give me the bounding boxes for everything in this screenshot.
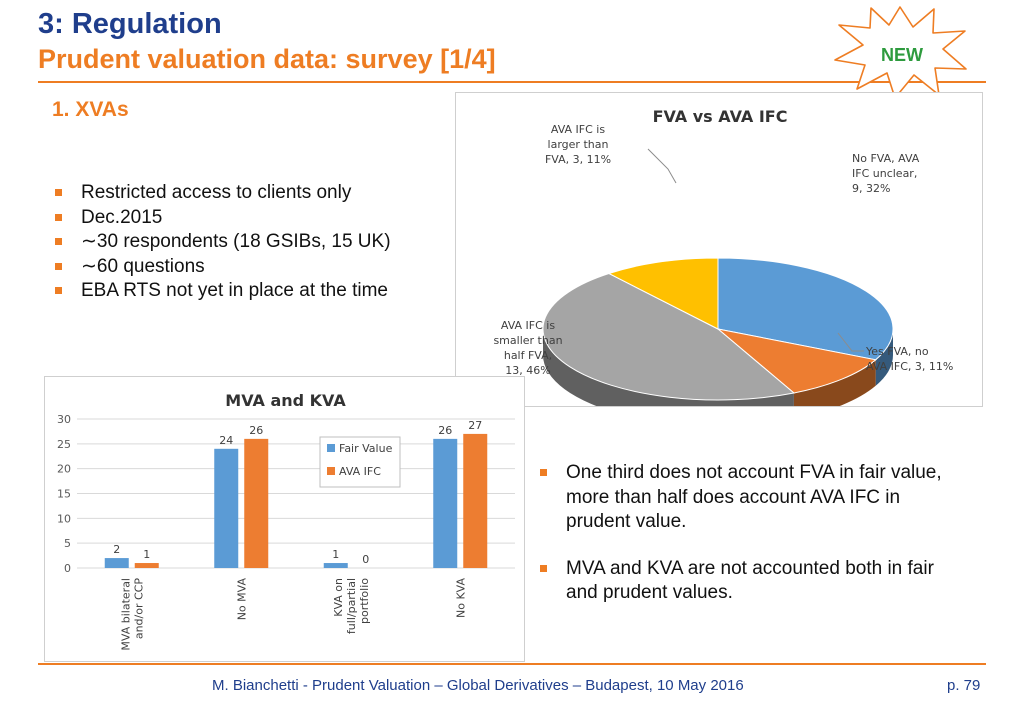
survey-bullet-list: Restricted access to clients only Dec.20… [53, 181, 391, 304]
y-tick-label: 20 [57, 463, 71, 476]
y-tick-label: 30 [57, 413, 71, 426]
y-tick-label: 15 [57, 488, 71, 501]
bar-chart-title: MVA and KVA [225, 391, 346, 410]
bar [214, 448, 239, 568]
bullet-item: EBA RTS not yet in place at the time [53, 279, 391, 304]
new-badge-label: NEW [881, 45, 923, 65]
pie-slice [717, 257, 894, 361]
legend-label: Fair Value [339, 442, 393, 455]
y-tick-label: 5 [64, 537, 71, 550]
bar-chart-panel: MVA and KVA 0 5 10 15 20 25 30 2 1 MVA bilaterala… [44, 376, 525, 662]
bullet-item: Dec.2015 [53, 206, 391, 231]
note-item: One third does not account FVA in fair v… [538, 461, 958, 535]
pie-slice [542, 272, 796, 401]
pie-slice-side [875, 329, 893, 386]
slide-title: 3: Regulation [38, 8, 222, 40]
slide-subtitle: Prudent valuation data: survey [1/4] [38, 44, 496, 74]
pie-slice-label: Yes FVA, no AVA IFC, 3, 11% [865, 345, 953, 373]
pie-chart-panel: FVA vs AVA IFC No FVA, AVA IFC unclear, 9,… [455, 92, 983, 407]
pie-chart: No FVA, AVA IFC unclear, 9, 32% Yes FVA, no… [493, 123, 953, 406]
bullet-item: ∼30 respondents (18 GSIBs, 15 UK) [53, 230, 391, 255]
y-tick-label: 25 [57, 438, 71, 451]
legend-swatch [327, 444, 335, 452]
bar-value-label: 1 [332, 548, 339, 561]
section-heading: 1. XVAs [52, 98, 129, 121]
bar [104, 558, 129, 568]
pie-leader-line [837, 332, 864, 352]
footer-text: M. Bianchetti - Prudent Valuation – Glob… [212, 677, 744, 694]
bullet-item: Restricted access to clients only [53, 181, 391, 206]
footer-divider [38, 663, 986, 665]
y-tick-label: 0 [64, 562, 71, 575]
new-badge: NEW [834, 6, 967, 99]
bar [323, 563, 348, 568]
pie-leader-line [647, 148, 677, 184]
x-category-label: No MVA [235, 578, 248, 621]
note-item: MVA and KVA are not accounted both in fa… [538, 557, 958, 606]
pie-slice [607, 257, 719, 330]
pie-slice-label: No FVA, AVA IFC unclear, 9, 32% [852, 152, 920, 195]
pie-slice-label: AVA IFC is smaller than half FVA, 13, 46% [493, 319, 562, 377]
legend-label: AVA IFC [339, 465, 381, 478]
pie-slice [716, 328, 877, 394]
x-category-label: No KVA [454, 578, 467, 618]
bar [463, 433, 488, 568]
bar-value-label: 24 [219, 434, 233, 447]
bar-value-label: 0 [362, 553, 369, 566]
x-category-label: MVA bilateraland/or CCP [119, 578, 145, 651]
bar-value-label: 26 [249, 424, 263, 437]
bar [433, 438, 458, 568]
bar [244, 438, 269, 568]
bar-value-label: 2 [113, 543, 120, 556]
bar [134, 563, 159, 568]
bar-value-label: 27 [468, 419, 482, 432]
pie-slice-label: AVA IFC is larger than FVA, 3, 11% [545, 123, 611, 166]
pie-slice-side [793, 359, 876, 406]
bar-value-label: 26 [438, 424, 452, 437]
y-tick-label: 10 [57, 512, 71, 525]
legend-swatch [327, 467, 335, 475]
page-number: p. 79 [947, 677, 981, 694]
bullet-item: ∼60 questions [53, 255, 391, 280]
bar-value-label: 1 [143, 548, 150, 561]
header-divider [38, 81, 986, 83]
notes-list: One third does not account FVA in fair v… [538, 461, 958, 606]
pie-slice-side [543, 329, 794, 406]
pie-chart-title: FVA vs AVA IFC [652, 107, 788, 126]
x-category-label: KVA onfull/partialportfolio [332, 578, 371, 634]
